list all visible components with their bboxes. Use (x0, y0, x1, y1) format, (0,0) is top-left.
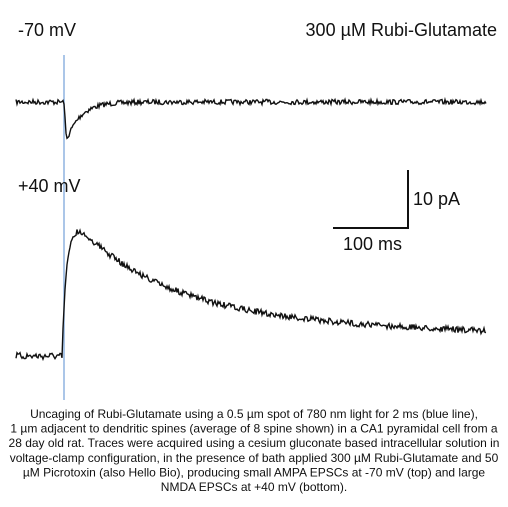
caption-line: 28 day old rat. Traces were acquired usi… (9, 436, 500, 450)
scale-y-label: 10 pA (413, 189, 460, 209)
caption-line: 1 µm adjacent to dendritic spines (avera… (10, 422, 497, 436)
trace-plus-40 (15, 228, 487, 362)
caption-line: µM Picrotoxin (also Hello Bio), producin… (23, 465, 486, 479)
bottom-label: +40 mV (18, 176, 81, 196)
caption-line: voltage-clamp configuration, in the pres… (10, 451, 499, 465)
caption: Uncaging of Rubi-Glutamate using a 0.5 µ… (9, 407, 500, 494)
scale-x-label: 100 ms (343, 234, 402, 254)
compound-label: 300 µM Rubi-Glutamate (306, 20, 497, 40)
caption-line: NMDA EPSCs at +40 mV (bottom). (161, 480, 347, 494)
caption-line: Uncaging of Rubi-Glutamate using a 0.5 µ… (30, 407, 478, 421)
top-label: -70 mV (18, 20, 76, 40)
trace-minus-70 (15, 96, 487, 140)
